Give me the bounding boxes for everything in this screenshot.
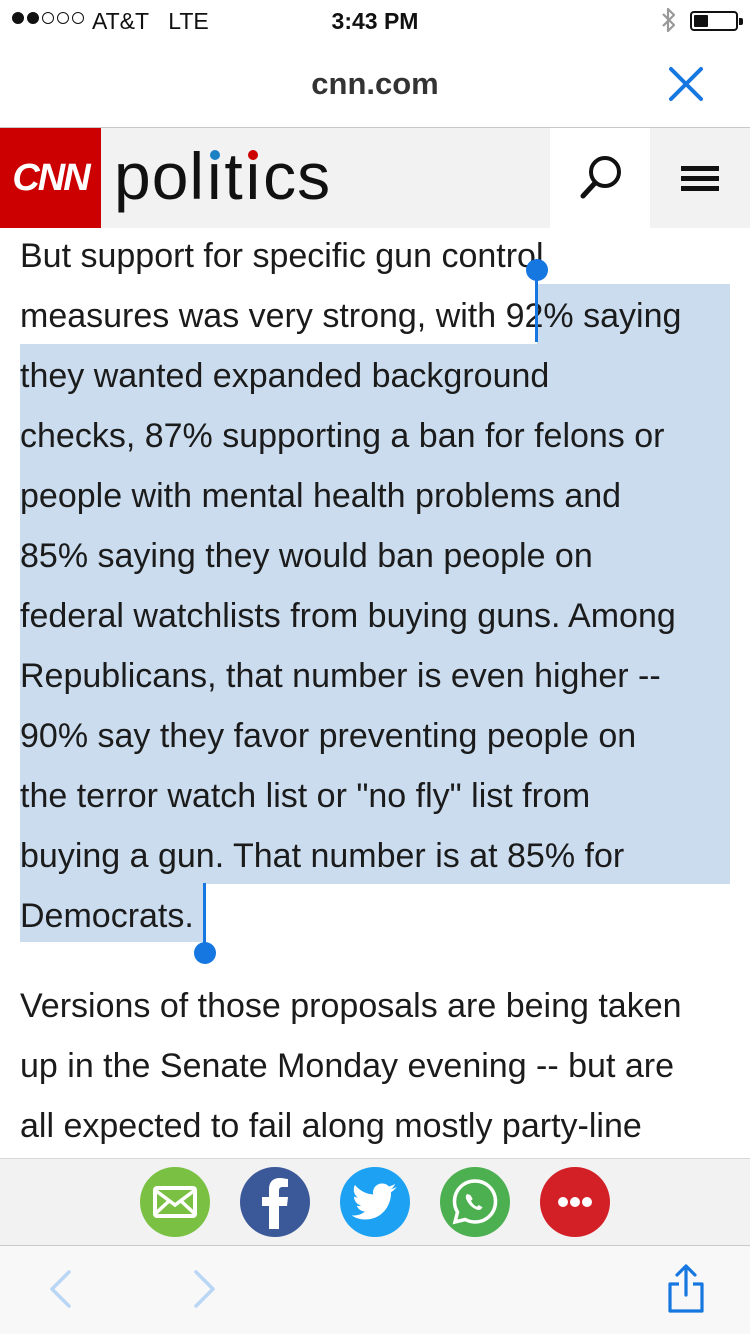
selection-highlight (20, 344, 730, 884)
article-line: buying a gun. That number is at 85% for (20, 837, 625, 875)
article-line: 85% saying they would ban people on (20, 537, 593, 575)
article-line: Republicans, that number is even higher … (20, 657, 661, 695)
article-line: Versions of those proposals are being ta… (20, 987, 682, 1025)
share-bar (0, 1158, 750, 1246)
article-line: But support for specific gun control (20, 237, 544, 275)
search-button[interactable] (550, 128, 650, 228)
article-line: federal watchlists from buying guns. Amo… (20, 597, 676, 635)
article-line: 90% say they favor preventing people on (20, 717, 637, 755)
whatsapp-icon (452, 1179, 498, 1225)
browser-toolbar (0, 1246, 750, 1334)
search-icon (580, 156, 621, 199)
selection-start-handle[interactable] (526, 259, 548, 281)
article-line: the terror watch list or "no fly" list f… (20, 777, 591, 815)
article-line: people with mental health problems and (20, 477, 622, 515)
mail-icon (153, 1186, 197, 1218)
cnn-logo[interactable]: CNN (0, 128, 101, 228)
clock: 3:43 PM (331, 8, 419, 34)
facebook-icon (262, 1178, 288, 1229)
menu-button[interactable] (650, 128, 750, 228)
close-icon[interactable] (664, 62, 708, 106)
carrier-label: AT&T LTE (92, 8, 209, 34)
signal-strength-icon (12, 12, 84, 24)
chevron-right-icon[interactable] (178, 1264, 228, 1314)
browser-url-bar: cnn.com (0, 40, 750, 128)
article-line: all expected to fail along mostly party-… (20, 1107, 642, 1145)
site-header: CNN polıtıcs (0, 128, 750, 228)
bluetooth-icon (662, 7, 676, 33)
share-more-button[interactable] (540, 1167, 610, 1237)
share-email-button[interactable] (140, 1167, 210, 1237)
url-label[interactable]: cnn.com (311, 66, 439, 101)
article-line: measures was very strong, with 92% sayin… (20, 297, 682, 335)
chevron-left-icon[interactable] (37, 1264, 87, 1314)
article-line: checks, 87% supporting a ban for felons … (20, 417, 665, 455)
section-title[interactable]: polıtıcs (114, 139, 332, 213)
selection-highlight (20, 884, 205, 942)
selection-end-caret (203, 883, 206, 947)
selection-end-handle[interactable] (194, 942, 216, 964)
selection-highlight (537, 284, 730, 344)
battery-icon (690, 11, 743, 31)
hamburger-menu-icon (681, 166, 719, 191)
share-icon[interactable] (661, 1264, 711, 1314)
share-whatsapp-button[interactable] (440, 1167, 510, 1237)
article-line: Democrats. (20, 897, 194, 935)
share-twitter-button[interactable] (340, 1167, 410, 1237)
more-icon (558, 1197, 592, 1207)
twitter-icon (351, 1183, 397, 1220)
share-facebook-button[interactable] (240, 1167, 310, 1237)
selection-start-caret (535, 272, 538, 342)
status-bar: AT&T LTE 3:43 PM (0, 0, 750, 40)
article-body[interactable]: But support for specific gun control mea… (0, 228, 750, 1158)
article-line: up in the Senate Monday evening -- but a… (20, 1047, 674, 1085)
article-line: they wanted expanded background (20, 357, 550, 395)
